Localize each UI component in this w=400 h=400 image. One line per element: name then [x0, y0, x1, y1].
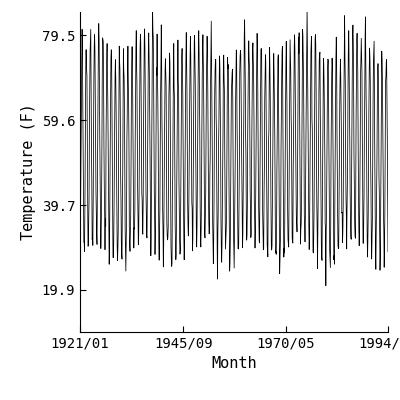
X-axis label: Month: Month [211, 356, 257, 372]
Y-axis label: Temperature (F): Temperature (F) [21, 104, 36, 240]
